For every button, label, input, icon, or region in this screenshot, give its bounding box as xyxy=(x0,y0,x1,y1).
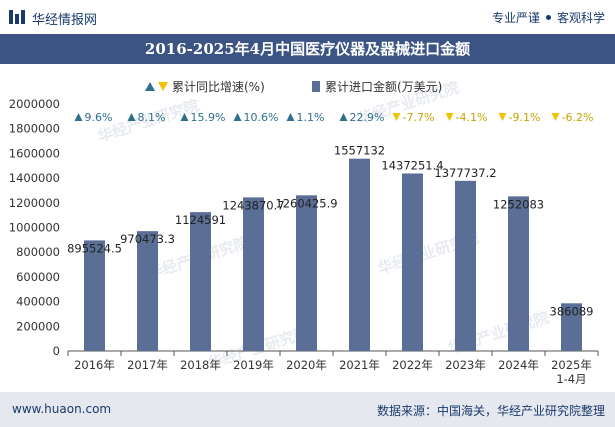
brand-name: 华经情报网 xyxy=(32,13,98,28)
growth-value-label: 10.6% xyxy=(244,111,279,124)
x-tick-label: 2019年 xyxy=(233,358,274,372)
bar-amount xyxy=(190,212,211,351)
y-tick-label: 600000 xyxy=(16,270,60,284)
header-taglines: 专业严谨 客观科学 xyxy=(492,9,605,26)
bar-value-label: 1557132 xyxy=(334,144,385,158)
growth-down-marker-icon xyxy=(392,113,401,121)
bar-amount xyxy=(84,240,105,351)
bar-amount xyxy=(508,196,529,351)
bar-amount xyxy=(402,173,423,351)
growth-value-label: 9.6% xyxy=(85,111,113,124)
tagline-dot-icon xyxy=(545,15,551,20)
bar-value-label: 386089 xyxy=(550,304,594,318)
x-tick-label: 2018年 xyxy=(180,358,221,372)
growth-up-marker-icon xyxy=(180,113,189,121)
growth-up-marker-icon xyxy=(233,113,242,121)
bar-value-label: 1377737.2 xyxy=(434,166,496,180)
legend-swatch-amount xyxy=(312,81,320,92)
growth-up-marker-icon xyxy=(339,113,348,121)
chart-title: 2016-2025年4月中国医疗仪器及器械进口金额 xyxy=(144,40,471,58)
y-tick-label: 1800000 xyxy=(9,122,60,136)
bar-value-label: 970473.3 xyxy=(120,232,175,246)
x-tick-label: 2021年 xyxy=(339,358,380,372)
legend-label-amount: 累计进口金额(万美元) xyxy=(325,79,442,94)
y-tick-label: 200000 xyxy=(16,319,60,333)
growth-value-label: 22.9% xyxy=(350,111,385,124)
y-tick-label: 1000000 xyxy=(9,221,60,235)
footer-bar: www.huaon.com 数据来源：中国海关，华经产业研究院整理 xyxy=(0,392,615,427)
legend-down-triangle-icon xyxy=(158,82,168,91)
x-tick-label: 2016年 xyxy=(74,358,115,372)
y-tick-label: 400000 xyxy=(16,295,60,309)
bar-value-label: 895524.5 xyxy=(67,241,122,255)
bar-value-label: 1124591 xyxy=(175,213,226,227)
growth-down-marker-icon xyxy=(551,113,560,121)
growth-up-marker-icon xyxy=(74,113,83,121)
bar-amount xyxy=(296,195,317,351)
growth-down-marker-icon xyxy=(498,113,507,121)
growth-value-label: 15.9% xyxy=(191,111,226,124)
brand-logo-icon xyxy=(9,10,25,24)
growth-down-marker-icon xyxy=(445,113,454,121)
x-tick-label: 2017年 xyxy=(127,358,168,372)
y-tick-label: 1200000 xyxy=(9,196,60,210)
y-tick-label: 2000000 xyxy=(9,97,60,111)
x-tick-label: 2024年 xyxy=(498,358,539,372)
growth-value-label: 1.1% xyxy=(297,111,325,124)
bar-amount xyxy=(137,231,158,351)
x-tick-label: 1-4月 xyxy=(556,372,586,386)
growth-value-label: -7.7% xyxy=(403,111,435,124)
bar-amount xyxy=(561,303,582,351)
tagline-left: 专业严谨 xyxy=(491,11,540,25)
growth-value-label: 8.1% xyxy=(138,111,166,124)
y-tick-label: 800000 xyxy=(16,245,60,259)
x-tick-label: 2020年 xyxy=(286,358,327,372)
footer-source: 数据来源：中国海关，华经产业研究院整理 xyxy=(376,404,605,418)
growth-up-marker-icon xyxy=(286,113,295,121)
bar-amount xyxy=(455,180,476,351)
x-tick-label: 2025年 xyxy=(551,358,592,372)
footer-website: www.huaon.com xyxy=(12,402,112,416)
bar-chart: 华经产业研究院华经产业研究院华经产业研究院华经产业研究院华经产业研究院华经产业研… xyxy=(9,78,599,386)
bar-value-label: 1437251.4 xyxy=(381,158,443,172)
title-bar: 2016-2025年4月中国医疗仪器及器械进口金额 xyxy=(0,34,615,64)
bar-amount xyxy=(243,197,264,351)
legend-label-growth: 累计同比增速(%) xyxy=(172,80,265,94)
y-tick-label: 1600000 xyxy=(9,146,60,160)
bar-value-label: 1260425.9 xyxy=(275,196,337,210)
bar-value-label: 1243870.7 xyxy=(222,198,284,212)
y-tick-label: 0 xyxy=(53,344,60,358)
y-tick-label: 1400000 xyxy=(9,171,60,185)
growth-up-marker-icon xyxy=(127,113,136,121)
bar-value-label: 1252083 xyxy=(493,197,544,211)
legend-up-triangle-icon xyxy=(145,82,155,91)
x-tick-label: 2023年 xyxy=(445,358,486,372)
growth-value-label: -9.1% xyxy=(509,111,541,124)
tagline-right: 客观科学 xyxy=(556,11,605,25)
x-tick-label: 2022年 xyxy=(392,358,433,372)
bar-amount xyxy=(349,158,370,351)
header-bar: 华经情报网 专业严谨 客观科学 xyxy=(0,0,615,34)
growth-value-label: -6.2% xyxy=(562,111,594,124)
growth-value-label: -4.1% xyxy=(456,111,488,124)
